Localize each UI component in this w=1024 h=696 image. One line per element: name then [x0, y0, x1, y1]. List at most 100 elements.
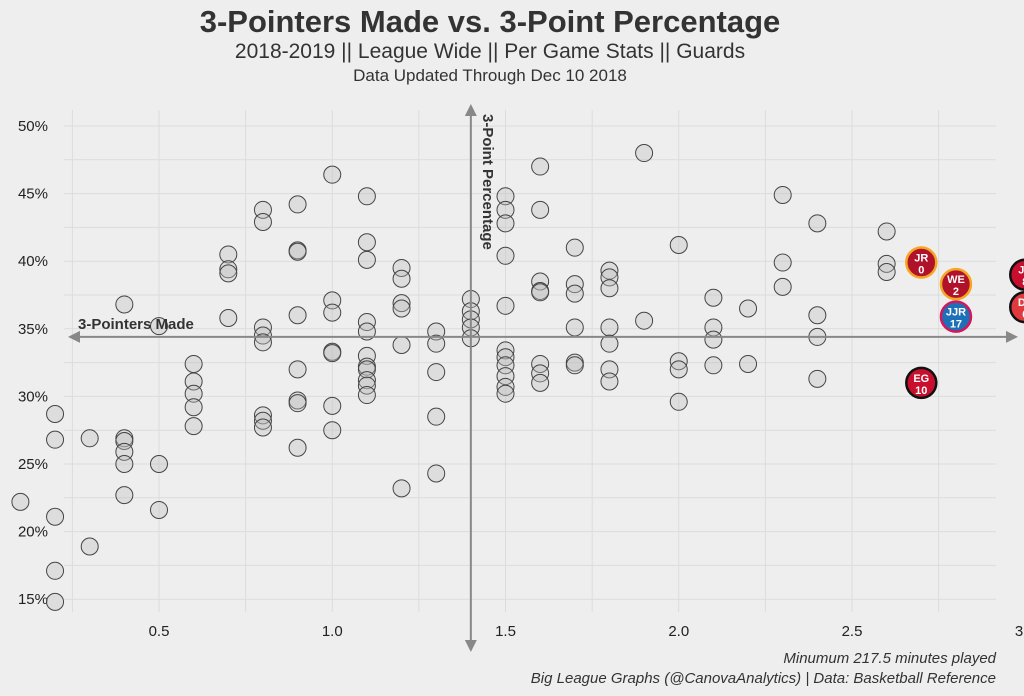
chart-subtitle: 2018-2019 || League Wide || Per Game Sta…	[234, 40, 746, 63]
player-point	[115, 295, 134, 314]
grid-lines	[64, 110, 996, 612]
x-tick-label: 1.5	[495, 623, 516, 640]
player-point	[877, 263, 896, 282]
player-point	[496, 200, 515, 219]
player-point	[565, 284, 584, 303]
player-point	[773, 277, 792, 296]
player-point	[773, 185, 792, 204]
player-point	[219, 264, 238, 283]
player-point	[219, 245, 238, 264]
player-point	[531, 283, 550, 302]
player-point	[288, 394, 307, 413]
player-point	[253, 411, 272, 430]
y-tick-label: 35%	[18, 321, 48, 338]
player-point	[46, 430, 65, 449]
player-initials: JJR	[946, 307, 966, 319]
player-point	[357, 360, 376, 379]
highlighted-players: JR0WE2JH8DL0JJR17KW15EG10JH13SC30	[905, 246, 1024, 400]
player-point	[357, 187, 376, 206]
player-point	[531, 272, 550, 291]
player-initials: DL	[1018, 297, 1024, 309]
player-point	[323, 396, 342, 415]
y-axis-label: 3-Point Percentage	[479, 114, 496, 250]
player-point	[427, 334, 446, 353]
player-point	[669, 392, 688, 411]
player-point	[600, 318, 619, 337]
player-point	[357, 376, 376, 395]
data-updated-note: Data Updated Through Dec 10 2018	[353, 66, 627, 85]
player-point	[357, 386, 376, 405]
player-point	[600, 372, 619, 391]
player-point	[496, 367, 515, 386]
player-point	[323, 421, 342, 440]
player-point	[323, 303, 342, 322]
player-point	[669, 235, 688, 254]
player-number: 17	[950, 319, 962, 331]
player-point	[531, 157, 550, 176]
player-point	[46, 404, 65, 423]
player-point	[531, 200, 550, 219]
player-point	[496, 356, 515, 375]
player-point	[392, 269, 411, 288]
player-point	[496, 341, 515, 360]
highlighted-player: WE2	[939, 267, 973, 301]
y-axis-arrow-top	[464, 104, 477, 116]
player-point	[600, 279, 619, 298]
player-point	[565, 356, 584, 375]
player-point	[184, 398, 203, 417]
x-tick-label: 0.5	[149, 623, 170, 640]
chart-title: 3-Pointers Made vs. 3-Point Percentage	[199, 4, 781, 39]
player-point	[704, 288, 723, 307]
player-point	[115, 432, 134, 451]
y-tick-labels: 15% 20% 25% 30% 35% 40% 45% 50%	[18, 118, 48, 608]
x-axis-label: 3-Pointers Made	[78, 316, 194, 333]
player-badge	[939, 267, 973, 301]
player-point	[808, 306, 827, 325]
player-number: 10	[915, 385, 927, 397]
y-tick-label: 15%	[18, 591, 48, 608]
x-axis-arrow-left	[68, 330, 80, 343]
player-point	[115, 486, 134, 505]
player-point	[253, 212, 272, 231]
x-tick-labels: 0.51.01.52.02.53.03.54.04.55.0	[149, 623, 1024, 640]
player-point	[531, 364, 550, 383]
player-point	[392, 258, 411, 277]
y-tick-label: 40%	[18, 253, 48, 270]
player-point	[11, 492, 30, 511]
player-point	[635, 311, 654, 330]
player-point	[219, 260, 238, 279]
highlighted-player: JH8	[1009, 258, 1024, 291]
player-point	[150, 500, 168, 519]
player-point	[357, 322, 376, 341]
player-point	[427, 407, 446, 426]
player-point	[496, 377, 515, 396]
player-point	[565, 318, 584, 337]
y-tick-label: 50%	[18, 118, 48, 135]
player-badge	[905, 246, 938, 279]
player-point	[357, 371, 376, 390]
player-point	[46, 561, 65, 580]
x-axis-arrow-right	[1006, 330, 1018, 343]
player-point	[253, 333, 272, 352]
player-point	[392, 336, 411, 355]
player-point	[600, 334, 619, 353]
y-tick-label: 20%	[18, 524, 48, 541]
player-point	[80, 537, 99, 556]
x-tick-label: 1.0	[322, 623, 343, 640]
x-tick-label: 3.0	[1015, 623, 1024, 640]
player-initials: EG	[913, 373, 929, 385]
player-point	[496, 246, 515, 265]
player-point	[704, 356, 723, 375]
y-tick-label: 45%	[18, 186, 48, 203]
data-points	[11, 144, 896, 611]
player-point	[704, 330, 723, 349]
center-axes	[68, 104, 1018, 652]
player-point	[288, 242, 307, 261]
player-number: 2	[953, 286, 959, 298]
player-point	[877, 222, 896, 241]
player-point	[184, 354, 203, 373]
player-point	[739, 354, 758, 373]
